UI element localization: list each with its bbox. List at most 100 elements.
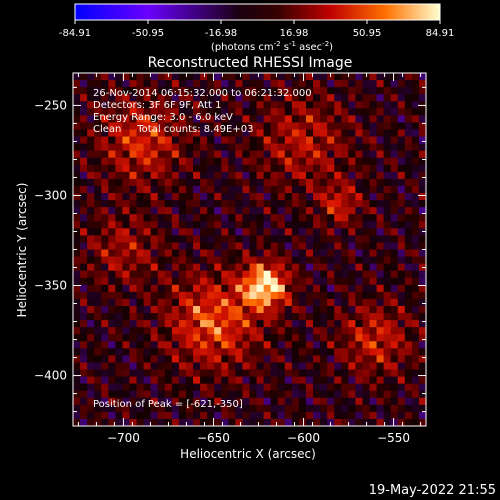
heatmap-cell [348, 73, 356, 81]
heatmap-cell [129, 263, 137, 272]
heatmap-cell [73, 108, 81, 116]
heatmap-cell [298, 376, 307, 385]
heatmap-cell [376, 355, 385, 363]
heatmap-cell [150, 362, 159, 370]
heatmap-cell [249, 334, 257, 342]
heatmap-cell [362, 313, 370, 321]
heatmap-cell [298, 129, 307, 137]
heatmap-cell [263, 305, 272, 314]
heatmap-cell [320, 193, 328, 201]
heatmap-cell [108, 178, 116, 187]
heatmap-cell [122, 376, 130, 385]
heatmap-cell [334, 263, 342, 272]
heatmap-cell [235, 178, 243, 187]
heatmap-cell [242, 418, 250, 426]
heatmap-cell [298, 122, 307, 130]
heatmap-cell [157, 313, 166, 321]
heatmap-cell [320, 221, 328, 229]
heatmap-cell [270, 94, 279, 102]
heatmap-cell [298, 87, 307, 95]
heatmap-cell [334, 150, 342, 159]
heatmap-cell [404, 383, 413, 392]
heatmap-cell [291, 263, 300, 272]
heatmap-cell [178, 115, 187, 123]
heatmap-cell [327, 341, 335, 349]
heatmap-cell [376, 214, 385, 222]
heatmap-cell [327, 164, 335, 173]
heatmap-cell [334, 228, 342, 236]
heatmap-cell [313, 221, 321, 229]
heatmap-cell [383, 214, 392, 222]
heatmap-cell [115, 390, 123, 399]
heatmap-cell [207, 200, 215, 208]
heatmap-cell [115, 150, 123, 159]
heatmap-cell [383, 313, 392, 321]
heatmap-cell [313, 404, 321, 413]
heatmap-cell [355, 87, 363, 95]
heatmap-cell [320, 355, 328, 363]
heatmap-cell [185, 355, 194, 363]
heatmap-cell [320, 390, 328, 399]
heatmap-cell [80, 263, 88, 272]
heatmap-cell [397, 207, 406, 215]
heatmap-cell [270, 369, 279, 377]
colorbar-tick-label: -50.95 [132, 28, 164, 39]
heatmap-cell [115, 178, 123, 187]
annotation-energy: Energy Range: 3.0 - 6.0 keV [93, 112, 233, 123]
heatmap-cell [320, 327, 328, 335]
heatmap-cell [200, 150, 208, 159]
heatmap-cell [228, 228, 236, 236]
heatmap-cell [80, 362, 88, 370]
heatmap-cell [270, 348, 279, 356]
heatmap-cell [171, 270, 180, 279]
heatmap-cell [404, 221, 413, 229]
heatmap-cell [101, 178, 109, 187]
heatmap-cell [73, 221, 81, 229]
heatmap-cell [369, 320, 377, 328]
heatmap-cell [221, 185, 229, 194]
heatmap-cell [136, 355, 144, 363]
heatmap-cell [277, 150, 286, 159]
heatmap-cell [178, 129, 187, 137]
heatmap-cell [313, 263, 321, 272]
heatmap-cell [334, 305, 342, 314]
heatmap-cell [73, 129, 81, 137]
heatmap-cell [115, 411, 123, 420]
heatmap-cell [397, 136, 406, 144]
heatmap-cell [418, 383, 426, 392]
heatmap-cell [214, 376, 222, 385]
heatmap-cell [87, 221, 95, 229]
heatmap-cell [207, 94, 215, 102]
heatmap-cell [108, 369, 116, 377]
heatmap-cell [73, 249, 81, 257]
heatmap-cell [108, 362, 116, 370]
heatmap-cell [256, 122, 265, 130]
heatmap-cell [214, 94, 222, 102]
heatmap-cell [164, 87, 173, 95]
heatmap-cell [242, 73, 250, 81]
heatmap-cell [136, 143, 144, 152]
heatmap-cell [369, 249, 377, 257]
heatmap-cell [157, 136, 166, 144]
heatmap-cell [291, 214, 300, 222]
heatmap-cell [143, 150, 152, 159]
heatmap-cell [185, 200, 194, 208]
heatmap-cell [143, 320, 152, 328]
heatmap-cell [94, 362, 102, 370]
heatmap-cell [341, 270, 349, 279]
heatmap-cell [277, 94, 286, 102]
heatmap-cell [270, 171, 279, 180]
heatmap-cell [143, 369, 152, 377]
heatmap-cell [80, 334, 88, 342]
heatmap-cell [242, 115, 250, 123]
heatmap-cell [94, 200, 102, 208]
heatmap-cell [129, 200, 137, 208]
heatmap-cell [221, 404, 229, 413]
heatmap-cell [320, 404, 328, 413]
heatmap-cell [327, 249, 335, 257]
heatmap-cell [150, 228, 159, 236]
heatmap-cell [411, 185, 420, 194]
heatmap-cell [193, 143, 201, 152]
heatmap-cell [193, 87, 201, 95]
heatmap-cell [291, 185, 300, 194]
